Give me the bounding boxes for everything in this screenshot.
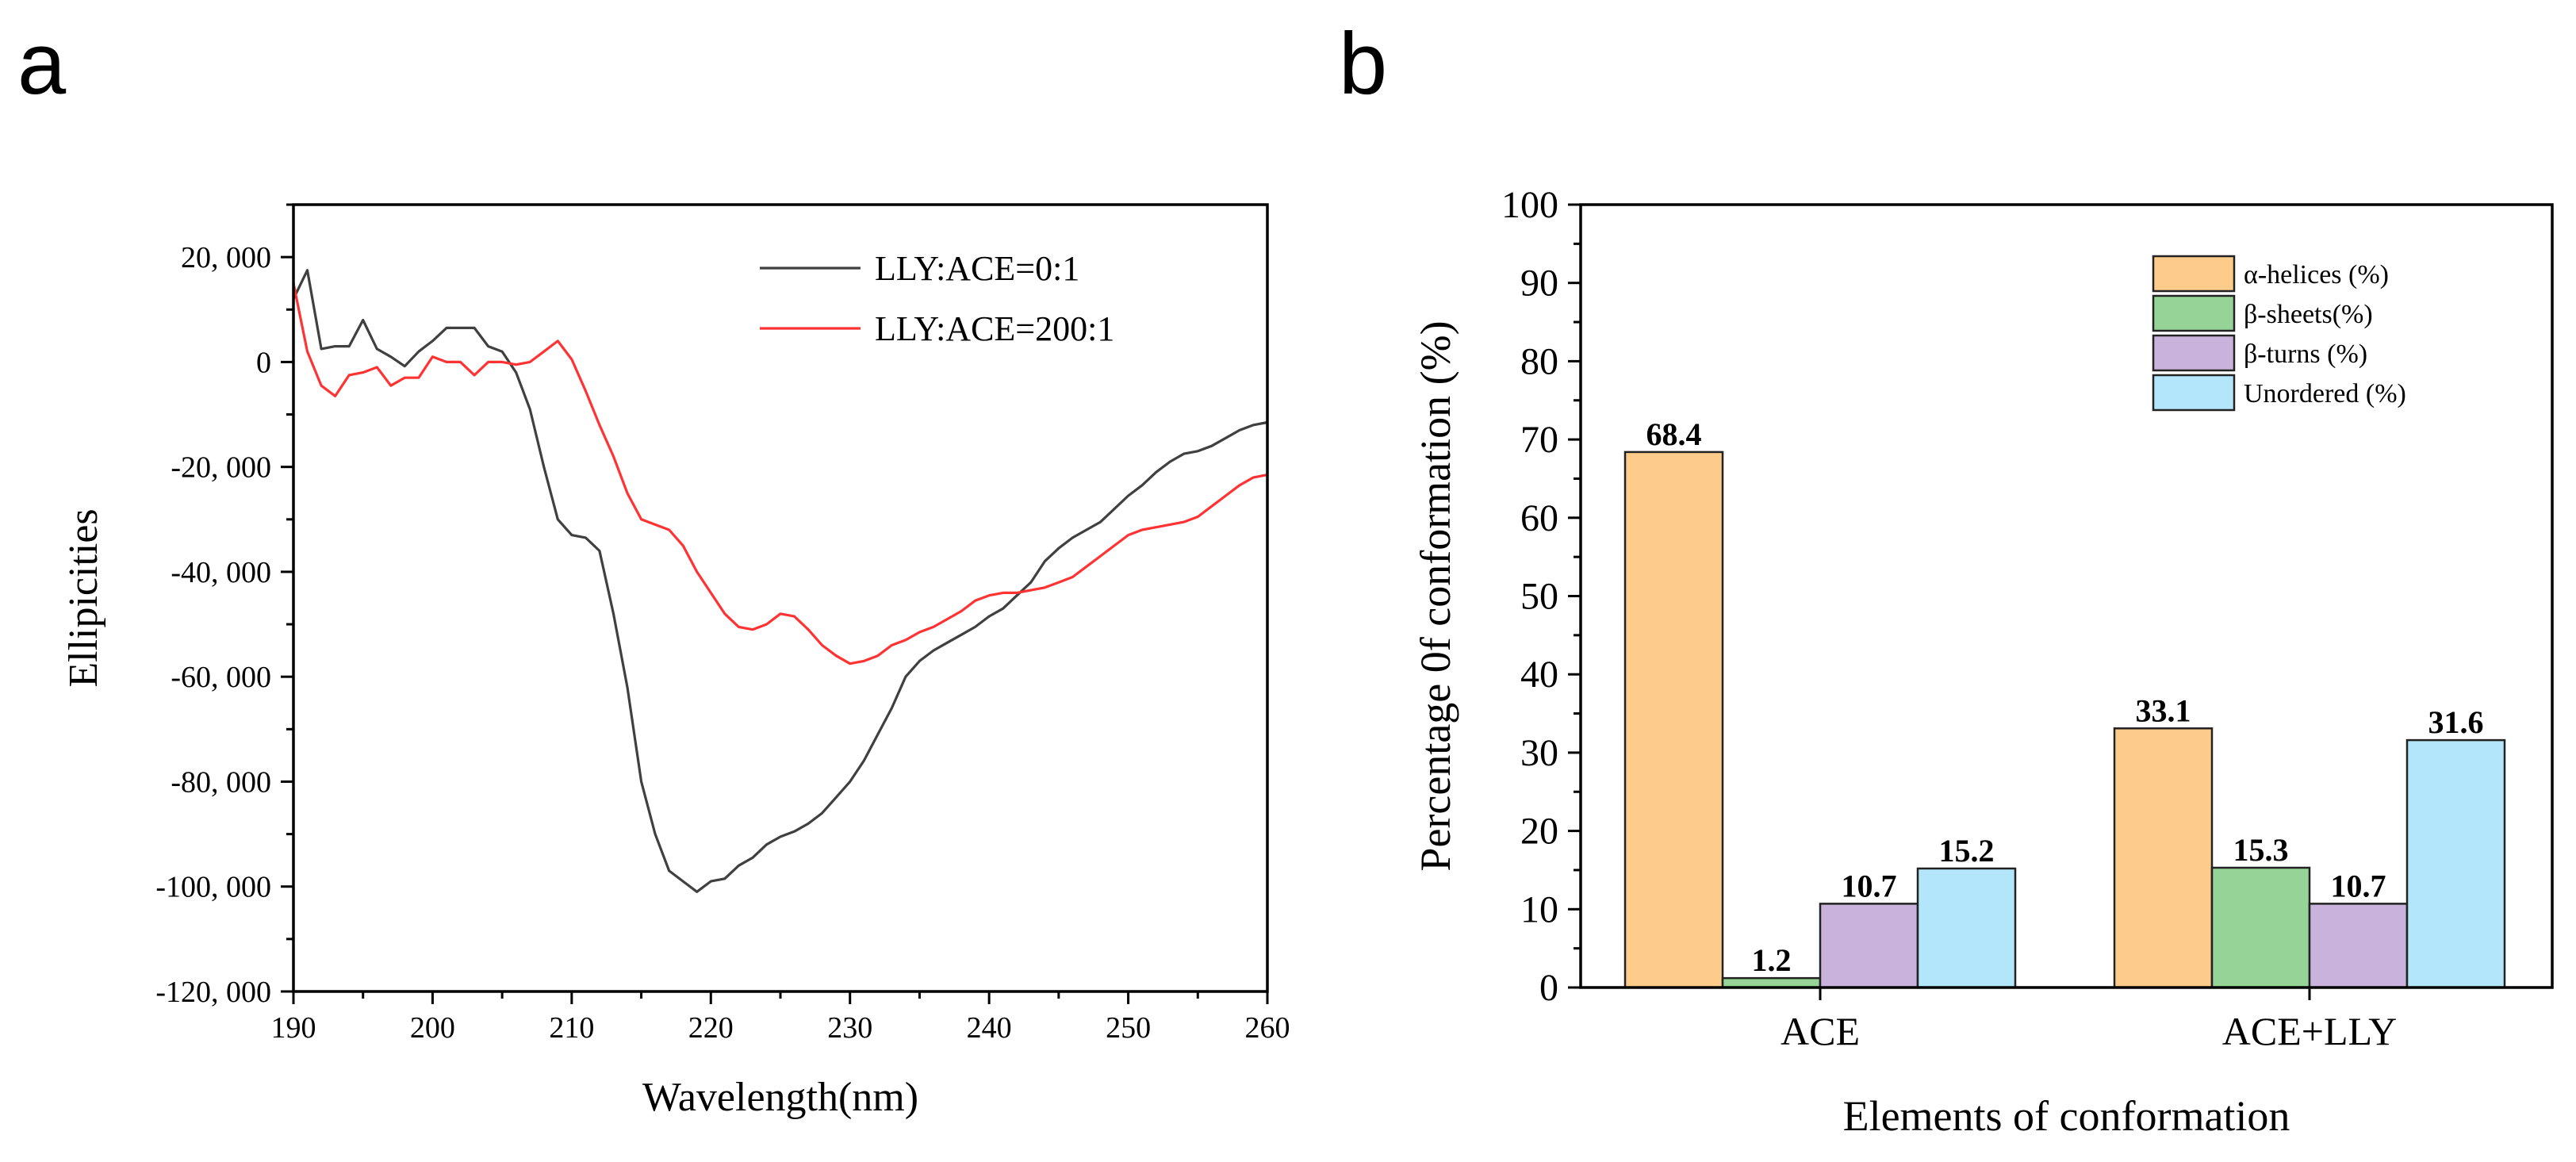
chart-b-legend-swatch <box>2152 294 2236 332</box>
chart-b-x-axis-title: Elements of conformation <box>1843 1092 2290 1140</box>
panel-b-letter: b <box>1339 15 1387 113</box>
chart-b-legend-swatch <box>2152 255 2236 293</box>
chart-b-y-tick-label: 20 <box>1520 811 1558 853</box>
chart-b-y-tick-label: 40 <box>1520 654 1558 696</box>
chart-b-x-tick-label: ACE+LLY <box>2222 1009 2397 1053</box>
chart-b-bar-value-label: 1.2 <box>1752 942 1792 978</box>
chart-a-series-line-0 <box>292 269 1268 893</box>
chart-a-series-line-1 <box>292 282 1268 665</box>
chart-b-y-tick-label: 90 <box>1520 263 1558 305</box>
chart-b-x-tick-label: ACE <box>1781 1009 1860 1053</box>
chart-a-legend-label: LLY:ACE=200:1 <box>875 309 1114 348</box>
chart-b-legend-swatch <box>2152 374 2236 412</box>
chart-b-bar-value-label: 10.7 <box>2331 868 2386 903</box>
chart-a: 190 200 210 220 230 240 250 260 -120, 000 -100, 0… <box>61 203 1290 1120</box>
chart-b-legend-swatch <box>2152 334 2236 372</box>
chart-b-bar-value-label: 68.4 <box>1646 416 1702 452</box>
chart-b-bar <box>2210 866 2311 989</box>
chart-a-y-tick-label: 0 <box>256 346 271 379</box>
chart-b-bar-value-label: 15.3 <box>2233 832 2289 868</box>
chart-b-bar <box>1916 867 2017 989</box>
chart-a-x-tick-label: 260 <box>1245 1011 1290 1045</box>
chart-b-y-tick-label: 30 <box>1520 732 1558 774</box>
chart-a-x-tick-label: 210 <box>549 1011 594 1045</box>
chart-a-y-tick-label: -80, 000 <box>171 765 271 799</box>
chart-b-bar-value-label: 33.1 <box>2136 692 2191 728</box>
chart-a-y-tick-label: -60, 000 <box>171 661 271 694</box>
chart-b-y-tick-label: 0 <box>1539 967 1558 1009</box>
chart-b-bar <box>2113 727 2214 989</box>
chart-a-x-tick-label: 240 <box>967 1011 1012 1045</box>
chart-b-legend-label: β-turns (%) <box>2244 339 2367 369</box>
chart-b-y-tick-label: 60 <box>1520 497 1558 539</box>
chart-b-legend-label: β-sheets(%) <box>2244 300 2373 329</box>
chart-a-y-tick-label: -40, 000 <box>171 556 271 589</box>
chart-a-x-tick-label: 190 <box>271 1011 316 1045</box>
chart-a-y-tick-label: -100, 000 <box>155 871 271 904</box>
chart-b-bar <box>2308 903 2409 989</box>
chart-b-legend-label: Unordered (%) <box>2244 379 2406 408</box>
chart-b-bar-value-label: 15.2 <box>1939 833 1995 869</box>
chart-b-bar-value-label: 31.6 <box>2428 704 2484 740</box>
chart-b-bar <box>1623 451 1724 989</box>
chart-b: 68.4 33.1 1.2 15.3 10.7 10.7 15.2 31.6 0 10 20 30 40… <box>1412 184 2554 1140</box>
chart-a-x-tick-label: 220 <box>688 1011 734 1045</box>
chart-b-y-tick-label: 50 <box>1520 576 1558 618</box>
chart-a-x-tick-label: 200 <box>410 1011 455 1045</box>
panel-a-letter: a <box>17 15 67 113</box>
chart-a-y-axis-title: Ellipicities <box>61 508 106 687</box>
chart-a-y-tick-label: -120, 000 <box>155 976 271 1009</box>
chart-b-y-tick-label: 70 <box>1520 419 1558 461</box>
chart-b-bar <box>2405 738 2506 989</box>
chart-a-y-tick-label: 20, 000 <box>181 241 271 274</box>
chart-a-x-axis-title: Wavelength(nm) <box>642 1075 918 1120</box>
chart-a-y-tick-label: -20, 000 <box>171 451 271 485</box>
chart-a-plot-frame <box>292 203 1269 993</box>
chart-b-y-tick-label: 100 <box>1501 184 1558 226</box>
chart-b-y-tick-label: 80 <box>1520 340 1558 382</box>
chart-a-x-tick-label: 250 <box>1106 1011 1151 1045</box>
chart-b-bar-value-label: 10.7 <box>1842 868 1897 903</box>
chart-a-legend-label: LLY:ACE=0:1 <box>875 249 1079 288</box>
chart-b-legend-label: α-helices (%) <box>2244 260 2389 290</box>
chart-b-y-tick-label: 10 <box>1520 888 1558 930</box>
chart-a-x-tick-label: 230 <box>827 1011 872 1045</box>
chart-b-bar <box>1721 976 1822 989</box>
chart-b-bar <box>1819 903 1919 989</box>
chart-b-y-axis-title: Percentage 0f conformation (%) <box>1412 320 1459 871</box>
